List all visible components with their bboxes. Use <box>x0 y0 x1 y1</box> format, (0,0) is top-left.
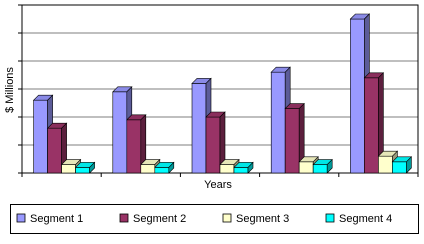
bar <box>47 127 62 174</box>
bar <box>191 83 207 174</box>
x-axis-label: Years <box>204 179 232 191</box>
bar <box>298 161 314 174</box>
bar <box>312 164 328 174</box>
bar <box>364 77 379 174</box>
legend-label: Segment 1 <box>30 213 83 225</box>
bar <box>270 71 286 174</box>
legend-swatch <box>325 213 335 223</box>
legend-label: Segment 4 <box>339 213 392 225</box>
bar <box>205 116 221 174</box>
bar <box>126 119 142 174</box>
bar <box>392 161 407 174</box>
bar <box>140 164 156 174</box>
bar <box>112 91 128 174</box>
legend-swatch <box>16 213 26 223</box>
bar-side <box>247 161 254 174</box>
bar <box>350 18 365 174</box>
bar <box>33 99 48 174</box>
bar <box>219 164 235 174</box>
bar-side <box>168 161 175 174</box>
legend-swatch <box>119 213 129 223</box>
legend-label: Segment 2 <box>133 213 186 225</box>
bar-side <box>89 161 95 174</box>
bar <box>61 164 76 174</box>
bar-side <box>406 156 412 174</box>
bar <box>75 167 90 174</box>
bar-side <box>326 158 333 174</box>
bar <box>233 167 249 174</box>
legend-swatch <box>222 213 232 223</box>
legend <box>10 204 419 234</box>
bar <box>378 155 393 174</box>
y-axis-label: $ Millions <box>4 67 16 113</box>
legend-label: Segment 3 <box>236 213 289 225</box>
bar <box>284 108 300 174</box>
bar <box>154 167 170 174</box>
